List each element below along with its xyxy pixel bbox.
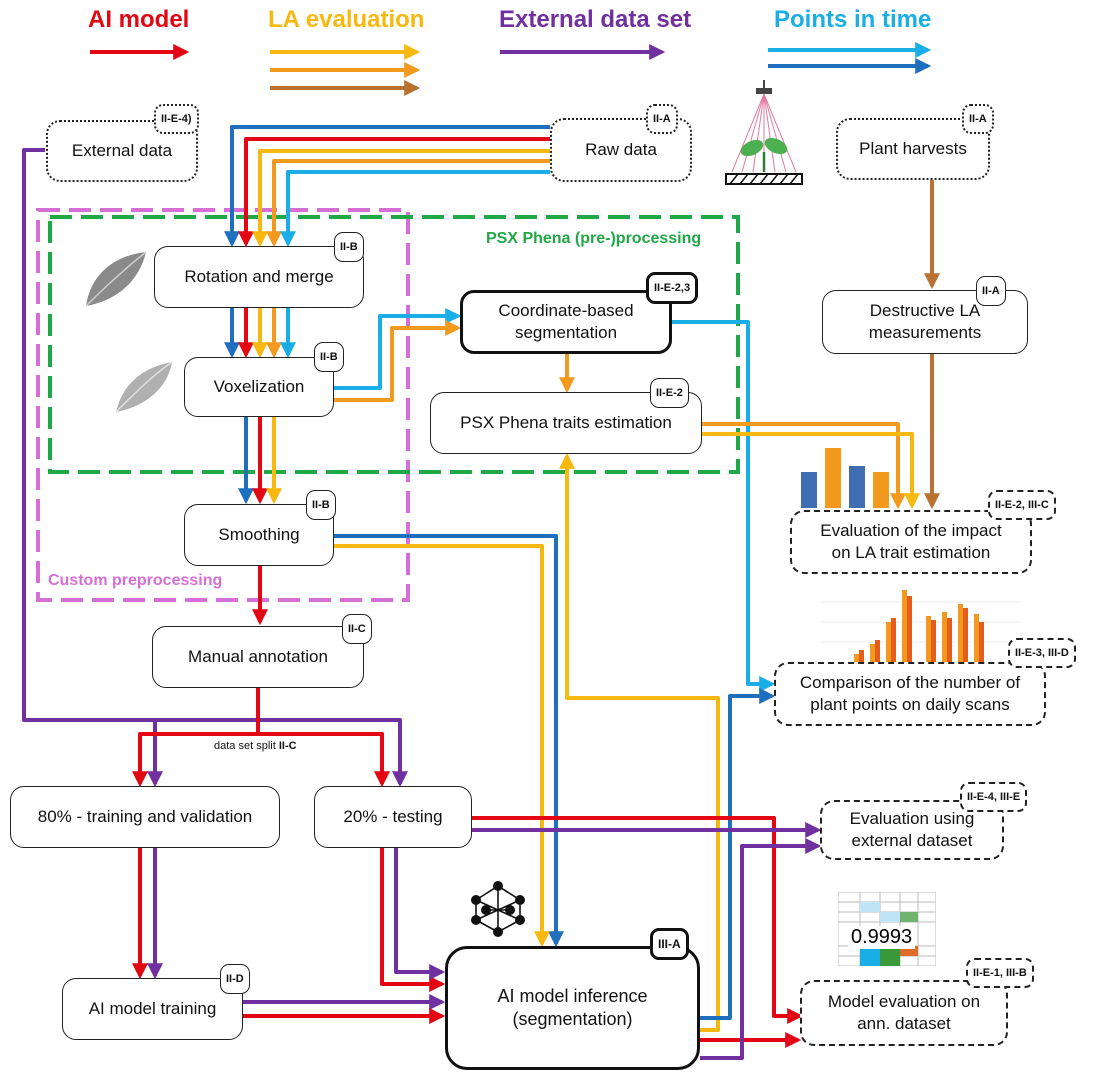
comparison-node: Comparison of the number of plant points… — [774, 662, 1046, 726]
plant-harvests-tag: II-A — [962, 104, 994, 134]
testing-label: 20% - testing — [343, 806, 443, 826]
voxelization-label: Voxelization — [213, 376, 305, 396]
model-evaluation-label: Model evaluation on ann. dataset — [827, 991, 981, 1033]
legend-points-in-time: Points in time — [774, 6, 932, 33]
ai-model-inference-node: AI model inference (segmentation) — [445, 946, 700, 1070]
rotation-merge-label: Rotation and merge — [184, 266, 334, 286]
plant-harvests-label: Plant harvests — [859, 138, 967, 158]
evaluation-impact-label: Evaluation of the impact on LA trait est… — [820, 520, 1002, 562]
data-set-split-ref: II-C — [278, 740, 297, 752]
metric-value: 0.9993 — [848, 926, 916, 949]
ai-model-training-node: AI model training — [62, 978, 243, 1040]
custom-preprocessing-frame — [36, 208, 410, 602]
leaf-point-cloud-icon — [85, 251, 147, 307]
comparison-label: Comparison of the number of plant points… — [799, 672, 1021, 714]
evaluation-external-label: Evaluation using external dataset — [849, 808, 975, 850]
ai-model-training-tag: II-D — [220, 964, 250, 994]
voxelization-tag: II-B — [314, 342, 344, 372]
destructive-la-label: Destructive LA measurements — [868, 300, 982, 342]
testing-split-node: 20% - testing — [314, 786, 472, 848]
neural-network-icon — [471, 881, 525, 937]
evaluation-impact-node: Evaluation of the impact on LA trait est… — [790, 510, 1032, 574]
coordinate-segmentation-tag: II-E-2,3 — [646, 272, 699, 304]
data-set-split-text: data set split — [214, 740, 276, 752]
external-data-tag: II-E-4) — [154, 104, 199, 134]
destructive-la-node: Destructive LA measurements — [822, 290, 1028, 354]
coordinate-segmentation-label: Coordinate-based segmentation — [498, 300, 634, 342]
smoothing-tag: II-B — [306, 490, 336, 520]
psx-region-label: PSX Phena (pre-)processing — [486, 230, 702, 247]
ai-model-inference-label: AI model inference (segmentation) — [497, 985, 648, 1029]
external-data-label: External data — [71, 140, 173, 160]
ai-model-training-label: AI model training — [88, 998, 217, 1018]
rotation-merge-tag: II-B — [334, 232, 364, 262]
voxelization-node: Voxelization — [184, 357, 334, 417]
psx-traits-tag: II-E-2 — [650, 378, 689, 408]
scanner-icon — [725, 80, 803, 185]
la-barchart-thumbnail — [801, 448, 889, 508]
evaluation-impact-tag: II-E-2, III-C — [988, 490, 1056, 520]
raw-data-label: Raw data — [585, 139, 657, 159]
manual-annotation-label: Manual annotation — [188, 646, 328, 666]
legend-ai-model: AI model — [88, 6, 190, 33]
psx-traits-label: PSX Phena traits estimation — [460, 412, 672, 432]
ai-model-inference-tag: III-A — [650, 928, 689, 960]
training-validation-label: 80% - training and validation — [37, 806, 253, 826]
psx-phena-frame — [48, 215, 740, 474]
raw-data-tag: II-A — [646, 104, 678, 134]
custom-region-label: Custom preprocessing — [48, 572, 223, 589]
manual-annotation-node: Manual annotation — [152, 626, 364, 688]
evaluation-external-node: Evaluation using external dataset — [820, 800, 1004, 860]
smoothing-label: Smoothing — [218, 524, 300, 544]
leaf-voxel-icon — [115, 361, 173, 413]
training-validation-split-node: 80% - training and validation — [10, 786, 280, 848]
manual-annotation-tag: II-C — [342, 614, 372, 644]
coordinate-segmentation-node: Coordinate-based segmentation — [460, 290, 672, 354]
evaluation-external-tag: II-E-4, III-E — [960, 782, 1028, 812]
comparison-tag: II-E-3, III-D — [1008, 638, 1076, 668]
legend-la-evaluation: LA evaluation — [268, 6, 425, 33]
model-evaluation-tag: II-E-1, III-B — [966, 958, 1034, 988]
destructive-la-tag: II-A — [976, 276, 1006, 306]
comparison-barchart-thumbnail — [822, 590, 1022, 664]
legend-external-data-set: External data set — [499, 6, 692, 33]
model-evaluation-node: Model evaluation on ann. dataset — [800, 980, 1008, 1046]
data-set-split-note: data set split II-C — [214, 740, 297, 752]
rotation-merge-node: Rotation and merge — [154, 246, 364, 308]
